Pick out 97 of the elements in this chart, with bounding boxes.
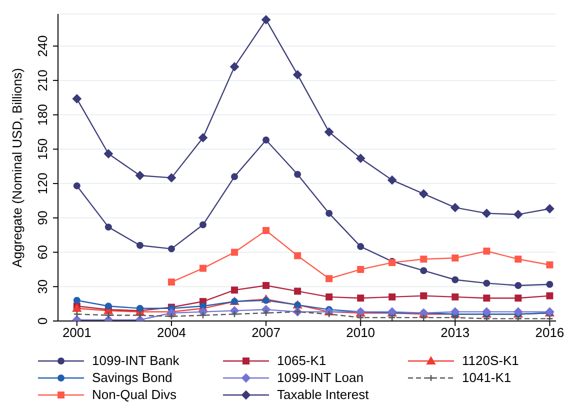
point [73,296,80,304]
y-tick-label: 240 [35,35,50,57]
x-tick-label: 2004 [157,325,186,340]
point [231,173,238,180]
point [262,15,271,24]
point [231,286,238,294]
point [419,189,428,198]
point [168,312,176,320]
point [514,256,522,263]
point [135,171,144,180]
point [451,314,459,321]
point [198,133,208,142]
point [231,248,238,256]
point [420,314,428,321]
x-tick-label: 2013 [440,325,470,340]
y-tick-label: 0 [35,317,50,325]
point [73,182,80,190]
point [483,248,490,255]
point [199,221,206,228]
y-tick-label: 30 [35,279,50,294]
y-axis-title: Aggregate (Nominal USD, Billions) [10,68,25,268]
point [514,210,523,219]
point [325,310,333,318]
y-tick-label: 180 [35,104,50,126]
legend-label: 1099-INT Bank [92,353,180,368]
point [166,173,176,182]
point [483,280,490,287]
point [230,310,238,318]
point [546,315,554,321]
point [420,256,428,263]
y-tick-label: 90 [35,210,50,226]
point [168,278,175,286]
point [294,288,302,295]
point [262,136,270,144]
point [294,170,302,178]
point [136,242,144,249]
point [104,149,113,158]
point [420,292,428,300]
point [545,204,554,214]
point [546,292,554,300]
y-tick-label: 60 [35,245,50,260]
point [293,70,302,80]
point [104,224,112,231]
point [136,304,144,312]
point [546,280,554,288]
point [104,312,112,319]
point [324,127,334,136]
y-tick-label: 210 [35,70,50,92]
x-tick-label: 2010 [346,325,376,340]
point [357,294,364,302]
point [388,293,396,300]
point [482,208,492,218]
point [326,275,333,282]
x-tick-label: 2016 [535,325,564,340]
point [262,227,270,234]
point [199,312,207,319]
point [450,203,460,212]
point [546,261,554,268]
point [420,267,428,274]
point [514,282,522,289]
x-tick-label: 2001 [62,325,92,340]
point [452,254,459,262]
point [356,314,364,321]
point [262,282,270,289]
point [136,312,144,319]
point [73,310,81,318]
point [262,296,270,304]
point [514,315,522,321]
y-tick-label: 120 [35,172,50,194]
legend-label: 1099-INT Loan [277,370,364,385]
point [452,293,459,300]
legend-label: 1065-K1 [277,353,326,368]
point [388,176,397,185]
point [452,276,459,284]
legend-label: Non-Qual Divs [92,387,177,402]
point [262,309,270,317]
legend-label: Taxable Interest [277,387,369,402]
point [357,243,364,250]
point [72,94,82,104]
point [326,210,333,217]
legend-label: Savings Bond [92,370,172,385]
point [388,314,396,321]
point [168,245,175,252]
point [514,294,522,302]
point [483,315,490,321]
x-tick-label: 2007 [252,325,280,340]
y-tick-label: 150 [35,138,50,160]
point [199,264,206,272]
point [294,252,302,260]
legend-label: 1120S-K1 [462,353,519,368]
point [104,302,112,310]
point [357,266,364,273]
point [326,293,333,300]
point [483,294,490,302]
point [356,154,366,163]
legend-label: 1041-K1 [462,370,512,385]
point [230,62,240,72]
